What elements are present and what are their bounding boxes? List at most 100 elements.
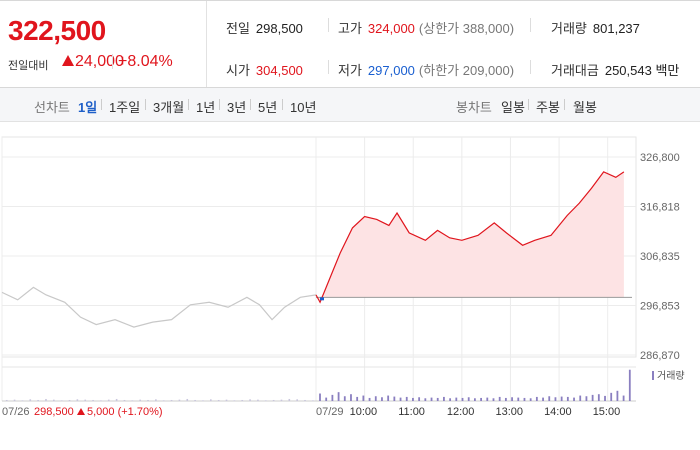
divider: [282, 99, 283, 110]
volume-bar: [241, 399, 244, 401]
volume-bar: [92, 399, 94, 401]
volume-bar: [304, 399, 306, 401]
volume-bar: [60, 400, 63, 401]
volume-bar: [523, 397, 526, 401]
line-chart-label: 선차트: [34, 100, 70, 115]
divider: [219, 99, 220, 110]
volume-bar: [449, 398, 452, 401]
tab-1w[interactable]: 1주일: [109, 100, 141, 115]
y-tick-label: 286,870: [640, 350, 680, 362]
y-tick-label: 306,835: [640, 251, 680, 263]
divider: [112, 54, 113, 69]
volume-bar: [178, 399, 181, 401]
volume-bar: [480, 397, 482, 401]
volume-bar: [443, 396, 445, 401]
volume-bar: [585, 396, 588, 401]
volume-bar: [13, 399, 16, 401]
volume-legend-label: 거래량: [657, 370, 685, 382]
volume-bar: [21, 400, 24, 401]
volume-bar: [362, 395, 365, 401]
volume-bar: [467, 397, 470, 401]
tab-3y[interactable]: 3년: [227, 100, 247, 115]
volume-bar: [381, 397, 383, 401]
volume-bar: [107, 399, 110, 401]
x-tick-label: 13:00: [495, 406, 523, 418]
tab-10y[interactable]: 10년: [290, 100, 317, 115]
volume-bar: [560, 396, 563, 401]
volume-bar: [498, 396, 501, 401]
divider: [528, 99, 529, 110]
tab-daily-candle[interactable]: 일봉: [501, 100, 525, 115]
volume-bar: [170, 399, 173, 401]
divider: [564, 99, 565, 110]
open-price: 시가 304,500: [226, 63, 303, 78]
price-area: [316, 171, 624, 303]
volume-stat: 거래량 801,237: [551, 21, 640, 36]
low-marker: [320, 297, 324, 301]
volume-bar: [257, 399, 259, 401]
tab-weekly-candle[interactable]: 주봉: [536, 100, 560, 115]
divider: [328, 60, 329, 74]
x-tick-label: 14:00: [544, 406, 572, 418]
price-chart[interactable]: 326,800 316,818 306,835 296,853 286,870 거래량 07…: [0, 121, 700, 450]
volume-bar: [597, 394, 600, 401]
volume-bar: [45, 398, 47, 401]
volume-bar: [486, 397, 489, 401]
volume-bar: [579, 395, 582, 401]
divider: [188, 99, 189, 110]
volume-bar: [535, 396, 538, 401]
quote-summary: 322,500 전일대비 24,000 +8.04% 전일 298,500 고가 3…: [0, 0, 700, 88]
prev-close-footer: 298,500: [34, 406, 74, 418]
tab-3m[interactable]: 3개월: [153, 100, 185, 115]
volume-bar: [5, 399, 8, 401]
change-value: 24,000: [75, 53, 124, 70]
x-tick-label: 07/26: [2, 406, 30, 418]
divider: [145, 99, 146, 110]
prev-close: 전일 298,500: [226, 21, 303, 36]
x-tick-label: 10:00: [350, 406, 378, 418]
tab-5y[interactable]: 5년: [258, 100, 278, 115]
volume-bar: [186, 398, 189, 401]
volume-bar: [511, 397, 513, 401]
divider: [250, 99, 251, 110]
volume-bar: [202, 400, 204, 401]
volume-bar: [249, 399, 251, 401]
up-triangle-icon: [77, 408, 85, 415]
y-tick-label: 316,818: [640, 201, 680, 213]
tab-1d[interactable]: 1일: [78, 100, 98, 115]
volume-bar: [604, 395, 606, 401]
change-percent: +8.04%: [118, 53, 173, 70]
prev-day-line: [1, 286, 317, 328]
volume-bar: [288, 398, 291, 401]
change-value-wrap: 24,000: [62, 53, 124, 71]
day-high: 고가 324,000 (상한가 388,000): [338, 21, 515, 36]
volume-bar: [504, 397, 507, 401]
volume-bar: [131, 400, 134, 401]
volume-bar: [68, 399, 71, 401]
volume-bar: [264, 400, 267, 401]
tab-monthly-candle[interactable]: 월봉: [573, 100, 597, 115]
volume-bar: [418, 397, 421, 401]
current-price: 322,500: [8, 15, 106, 46]
volume-bar: [461, 397, 464, 401]
volume-bar: [147, 399, 149, 401]
volume-bar: [387, 395, 390, 401]
volume-bar: [29, 399, 32, 401]
tab-1y[interactable]: 1년: [196, 100, 216, 115]
volume-bar: [53, 399, 55, 401]
volume-bar: [554, 397, 557, 401]
up-triangle-icon: [62, 55, 74, 66]
volume-bar: [139, 399, 141, 401]
volume-bar: [337, 392, 340, 401]
volume-bar: [368, 397, 371, 401]
volume-bar: [548, 396, 551, 401]
volume-bar: [225, 399, 228, 401]
volume-bar: [84, 399, 87, 401]
volume-bar: [280, 399, 283, 401]
volume-bar: [272, 399, 275, 401]
volume-bar: [155, 399, 157, 401]
volume-bar: [210, 399, 212, 401]
change-label: 전일대비: [8, 60, 49, 72]
volume-bar: [610, 392, 613, 401]
volume-bar: [37, 399, 39, 401]
